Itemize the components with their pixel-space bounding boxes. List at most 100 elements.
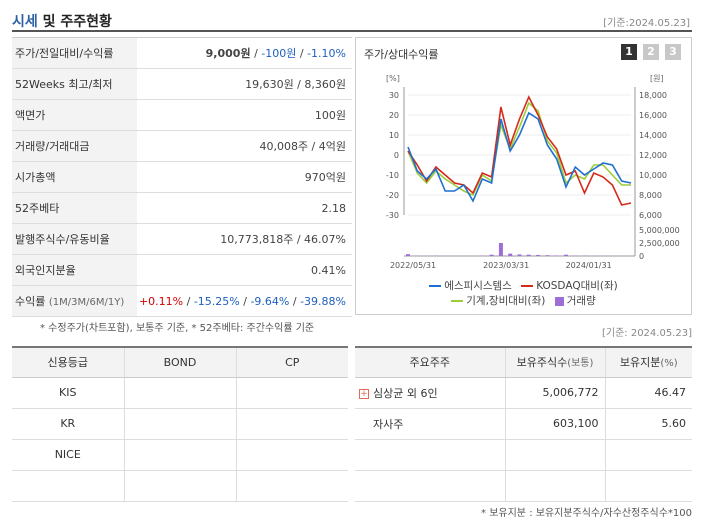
volume-bar: [526, 254, 531, 256]
y-left-tick: -10: [386, 171, 399, 180]
y-vol-tick: 0: [639, 252, 644, 261]
volume-bar: [563, 254, 568, 256]
legend-item: KOSDAQ대비(좌): [521, 278, 618, 293]
volume-bar: [536, 254, 541, 256]
y-left-tick: -20: [386, 191, 399, 200]
base-date: [기준: 2024.05.23]: [601, 328, 692, 339]
y-right-tick: 18,000: [639, 91, 667, 100]
legend-swatch: [451, 300, 464, 302]
y-right-unit: [원]: [650, 74, 664, 83]
shareholder-name[interactable]: 심상균 외 6인: [373, 386, 438, 400]
volume-bar: [489, 254, 494, 256]
row-value: 970억원: [137, 161, 352, 193]
y-right-tick: 6,000: [639, 211, 662, 220]
page-title: 시세 및 주주현황: [12, 14, 112, 30]
line-chart: [%] [원] 30 20 10 0 -10 -20 -30 18,000 16,000 14,000…: [386, 74, 680, 270]
column-header: 보유지분(%): [604, 346, 692, 378]
shareholder-name: 자사주: [355, 408, 505, 440]
table-row: 거래량/거래대금 40,008주 / 4억원: [12, 130, 352, 162]
series-line: [407, 111, 632, 203]
y-left-tick: 20: [389, 111, 399, 120]
pct-value: 5.60: [604, 408, 692, 440]
row-label: 주가/전일대비/수익률: [12, 37, 137, 69]
chart-panel: 주가/상대수익률 1 2 3 [%] [원] 30 20 10 0 -10 -20 -30 18,…: [355, 37, 692, 315]
chart-legend: 에스피시스템스 KOSDAQ대비(좌): [356, 278, 691, 293]
volume-bar: [508, 253, 513, 256]
legend-item: 에스피시스템스: [429, 278, 512, 293]
return-1y: -39.88%: [300, 294, 346, 308]
table-row: [12, 470, 348, 502]
y-right-tick: 10,000: [639, 171, 667, 180]
row-value: 40,008주 / 4억원: [137, 130, 352, 162]
return-1m: +0.11%: [138, 294, 184, 308]
table-row: 발행주식수/유동비율 10,773,818주 / 46.07%: [12, 223, 352, 255]
table-row: 52Weeks 최고/최저 19,630원 / 8,360원: [12, 68, 352, 100]
table-row: 액면가 100원: [12, 99, 352, 131]
table-row: 수익률 (1M/3M/6M/1Y) +0.11% / -15.25% / -9.…: [12, 285, 352, 317]
chart-tabs: 1 2 3: [621, 44, 681, 60]
table-row: 주가/전일대비/수익률 9,000원 / -100원 / -1.10%: [12, 37, 352, 69]
row-value: 0.41%: [137, 254, 352, 286]
legend-swatch: [429, 285, 442, 287]
section-header: 시세 및 주주현황 [기준:2024.05.23]: [12, 8, 692, 32]
column-header: 신용등급: [12, 346, 124, 378]
table-row: KIS: [12, 377, 348, 409]
legend-item: 기계,장비대비(좌): [451, 293, 545, 308]
chart-tab-3[interactable]: 3: [665, 44, 681, 60]
table-row: NICE: [12, 439, 348, 471]
row-label: 외국인지분율: [12, 254, 137, 286]
row-label: 시가총액: [12, 161, 137, 193]
volume-bar: [517, 254, 522, 256]
volume-bar: [554, 255, 559, 256]
table-row: 외국인지분율 0.41%: [12, 254, 352, 286]
row-label: 액면가: [12, 99, 137, 131]
column-header: 주요주주: [355, 346, 505, 378]
price-rate: -1.10%: [307, 47, 346, 60]
volume-bar: [545, 255, 550, 256]
column-header: 보유주식수(보통): [504, 346, 605, 378]
x-tick: 2024/01/31: [566, 261, 612, 270]
y-right-tick: 16,000: [639, 111, 667, 120]
row-label-sub: (1M/3M/6M/1Y): [48, 297, 125, 308]
volume-bar: [406, 254, 410, 256]
row-label: 52주베타: [12, 192, 137, 224]
chart-legend: 기계,장비대비(좌) 거래량: [356, 293, 691, 308]
legend-swatch: [554, 296, 564, 306]
table-row: 52주베타 2.18: [12, 192, 352, 224]
table-row: + 심상균 외 6인 5,006,772 46.47: [355, 377, 692, 409]
credit-rating-table: 신용등급 BOND CP KIS KR NICE: [12, 346, 348, 502]
shares-value: 5,006,772: [504, 377, 605, 409]
series-line: [407, 101, 631, 197]
volume-bar: [498, 243, 503, 256]
x-tick: 2023/03/31: [483, 261, 529, 270]
column-header: CP: [235, 346, 348, 378]
row-label: 거래량/거래대금: [12, 130, 137, 162]
table-row: [355, 439, 692, 471]
legend-item: 거래량: [554, 293, 596, 308]
row-label: 52Weeks 최고/최저: [12, 68, 137, 100]
y-vol-tick: 2,500,000: [639, 239, 680, 248]
quote-table: 주가/전일대비/수익률 9,000원 / -100원 / -1.10% 52We…: [12, 37, 352, 317]
y-left-tick: 0: [394, 151, 399, 160]
column-header: BOND: [123, 346, 236, 378]
y-right-tick: 12,000: [639, 151, 667, 160]
chart-tab-2[interactable]: 2: [643, 44, 659, 60]
row-value: 100원: [137, 99, 352, 131]
return-3m: -15.25%: [193, 294, 240, 308]
x-tick: 2022/05/31: [390, 261, 436, 270]
table-row: 시가총액 970억원: [12, 161, 352, 193]
chart-tab-1[interactable]: 1: [621, 44, 637, 60]
shareholder-note: * 보유지분 : 보유지분주식수/자수산정주식수*100: [481, 508, 692, 519]
y-left-tick: 30: [389, 91, 399, 100]
row-label: 수익률: [15, 295, 46, 308]
row-value: 10,773,818주 / 46.07%: [137, 223, 352, 255]
y-left-unit: [%]: [386, 74, 400, 83]
table-row: KR: [12, 408, 348, 440]
price-value: 9,000원: [205, 47, 251, 60]
y-right-tick: 14,000: [639, 131, 667, 140]
chart-title: 주가/상대수익률: [364, 48, 439, 61]
row-value: 2.18: [137, 192, 352, 224]
price-diff: -100원: [261, 47, 297, 60]
plus-icon[interactable]: +: [359, 388, 369, 399]
y-left-tick: -30: [386, 211, 399, 220]
